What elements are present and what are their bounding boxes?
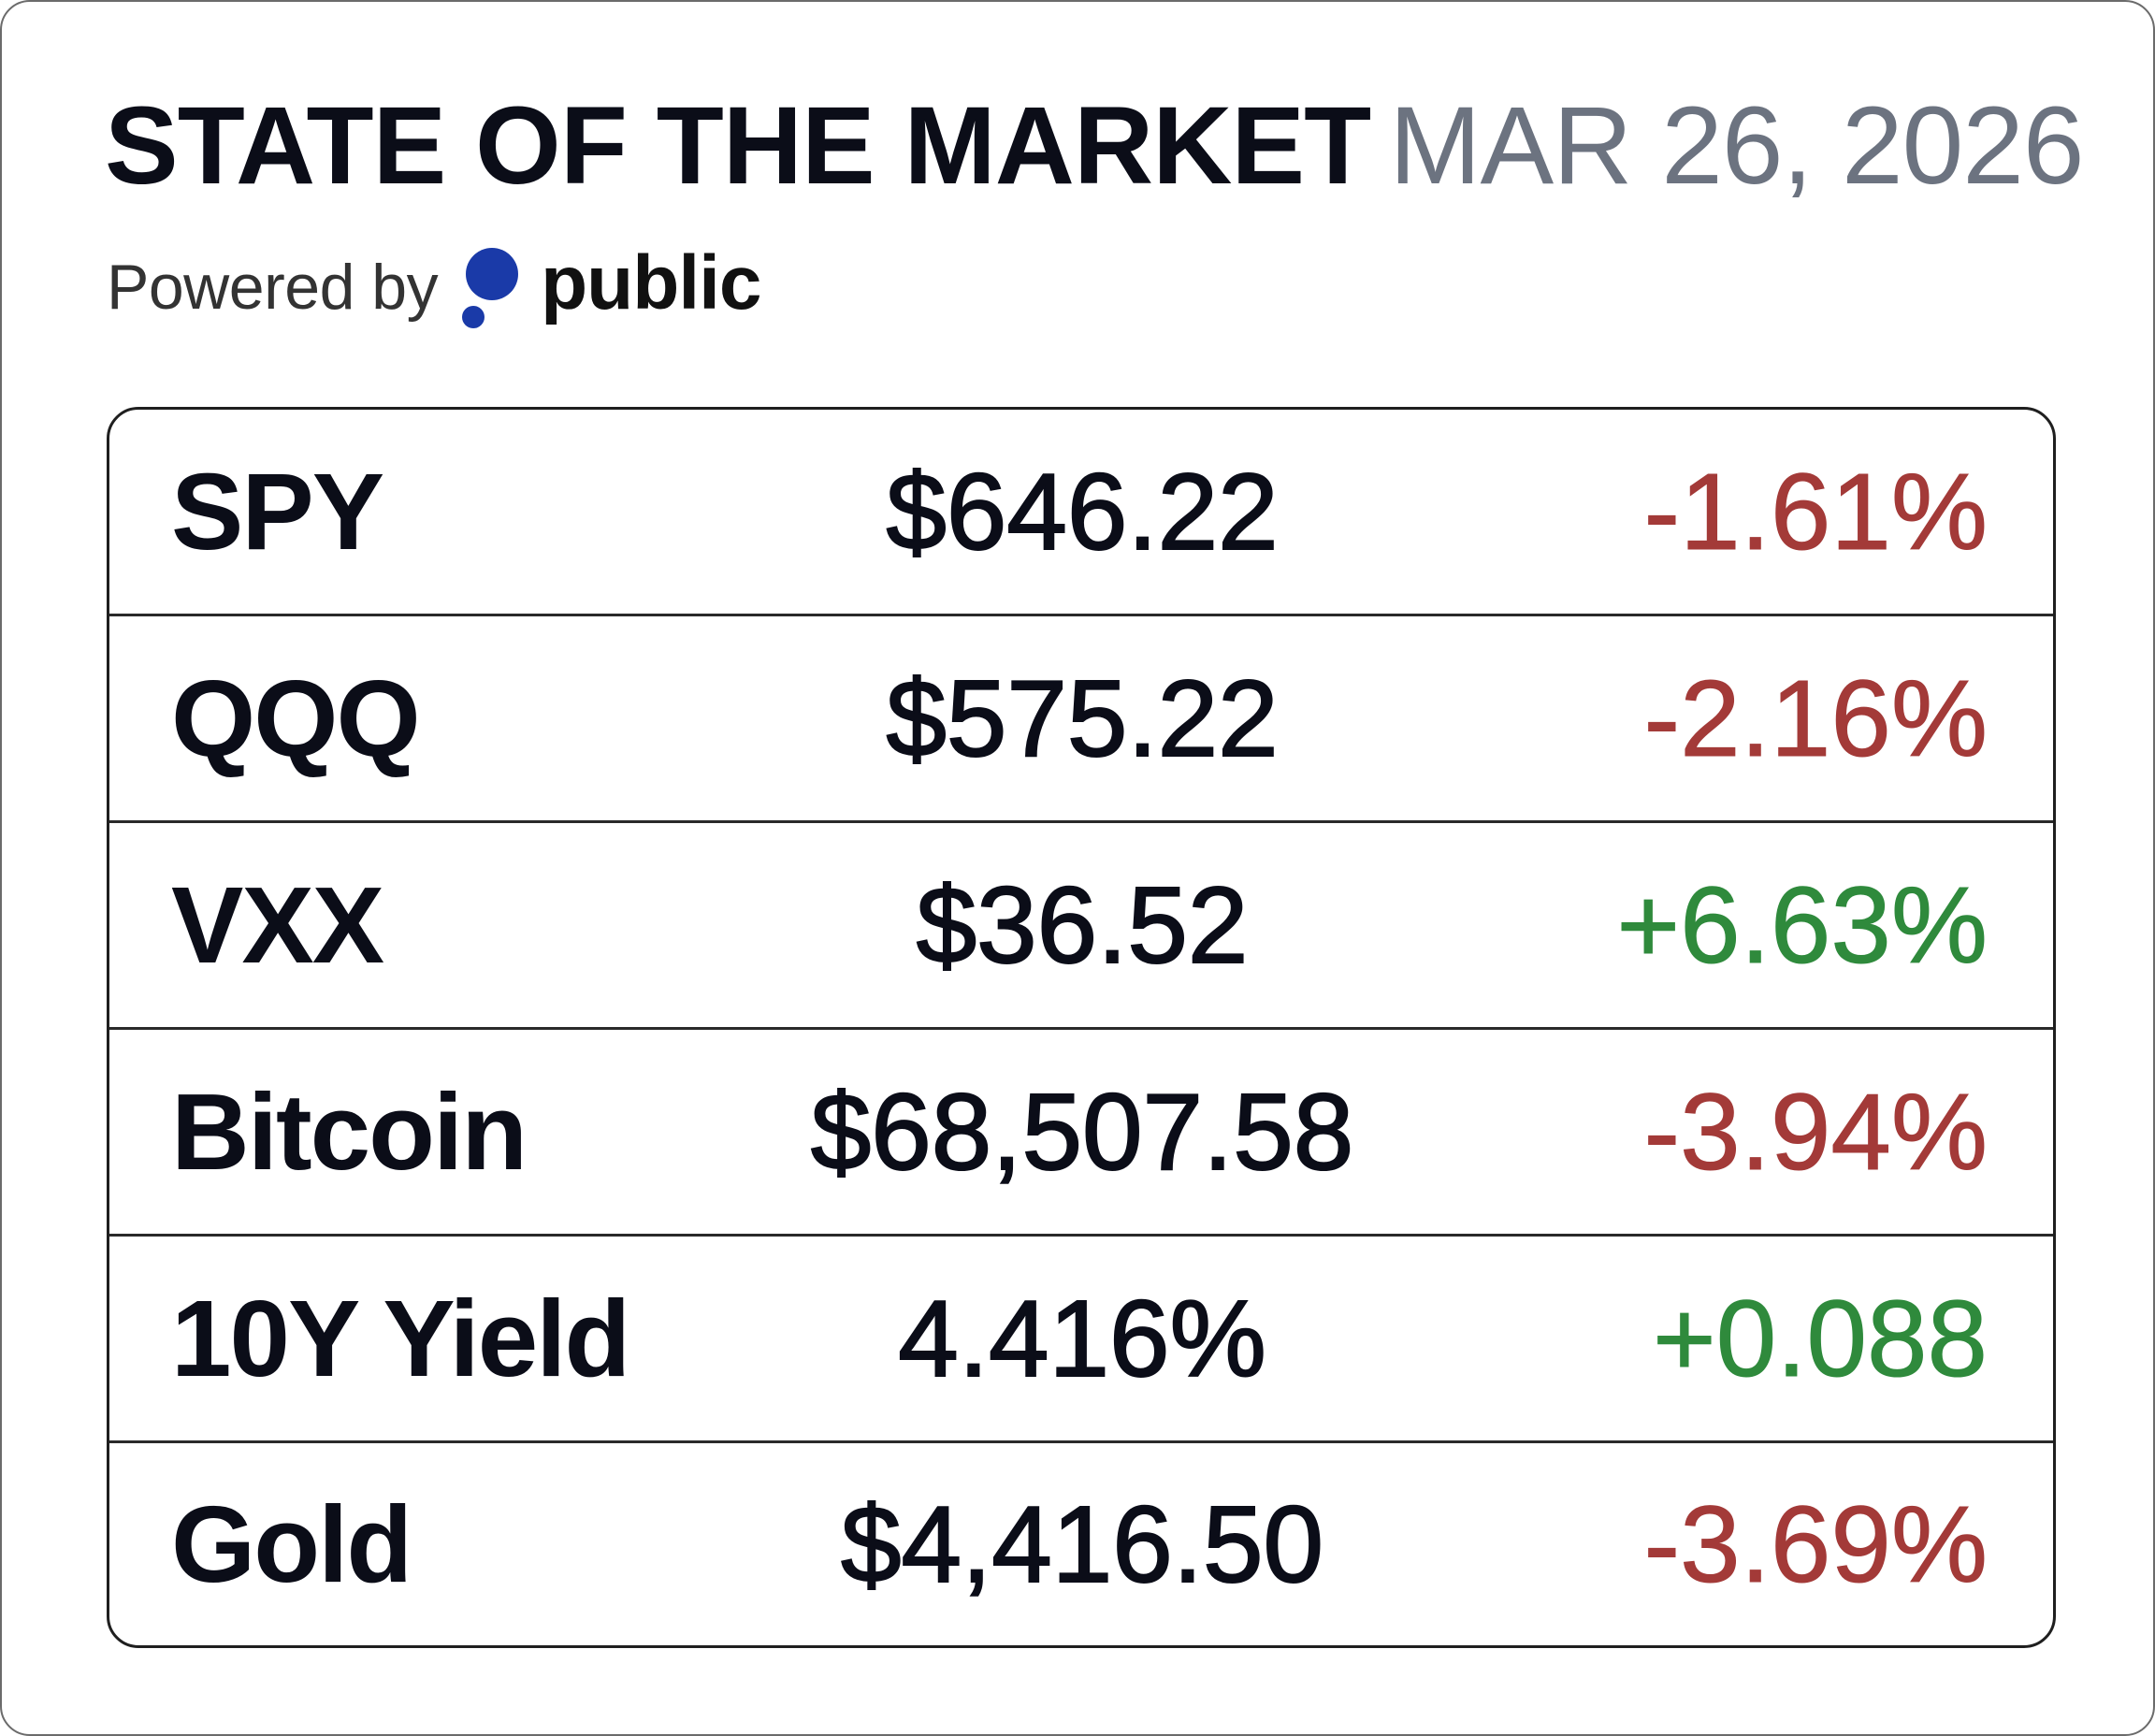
public-logo-icon [458, 240, 520, 334]
asset-change: -3.94% [1643, 1071, 1989, 1194]
asset-change: -1.61% [1643, 451, 1989, 573]
page-title: STATE OF THE MARKET [105, 84, 1371, 208]
asset-change: -2.16% [1643, 658, 1989, 780]
table-row: VXX $36.52 +6.63% [109, 823, 2053, 1030]
market-table: SPY $646.22 -1.61% QQQ $575.22 -2.16% VX… [107, 407, 2056, 1648]
asset-name: Bitcoin [171, 1071, 528, 1193]
asset-name: VXX [171, 864, 384, 986]
asset-name: QQQ [171, 658, 421, 779]
powered-by: Powered by public [107, 236, 762, 339]
brand-name: public [541, 240, 761, 326]
asset-price: $575.22 [885, 657, 1279, 780]
table-row: SPY $646.22 -1.61% [109, 410, 2053, 616]
asset-price: $4,416.50 [840, 1483, 1324, 1606]
asset-change: -3.69% [1643, 1483, 1989, 1606]
asset-change: +6.63% [1616, 864, 1989, 987]
asset-price: $36.52 [916, 863, 1250, 987]
table-row: Bitcoin $68,507.58 -3.94% [109, 1030, 2053, 1237]
header: STATE OF THE MARKET MAR 26, 2026 [105, 91, 2085, 201]
asset-price: $68,507.58 [810, 1070, 1355, 1194]
table-row: Gold $4,416.50 -3.69% [109, 1443, 2053, 1645]
asset-price: $646.22 [885, 450, 1279, 573]
asset-name: 10Y Yield [171, 1278, 630, 1399]
table-row: 10Y Yield 4.416% +0.088 [109, 1237, 2053, 1443]
asset-name: Gold [171, 1483, 412, 1605]
table-row: QQQ $575.22 -2.16% [109, 616, 2053, 823]
asset-change: +0.088 [1652, 1278, 1988, 1400]
asset-name: SPY [171, 451, 384, 572]
date-label: MAR 26, 2026 [1389, 84, 2084, 208]
asset-price: 4.416% [897, 1277, 1266, 1400]
powered-by-label: Powered by [107, 252, 439, 323]
